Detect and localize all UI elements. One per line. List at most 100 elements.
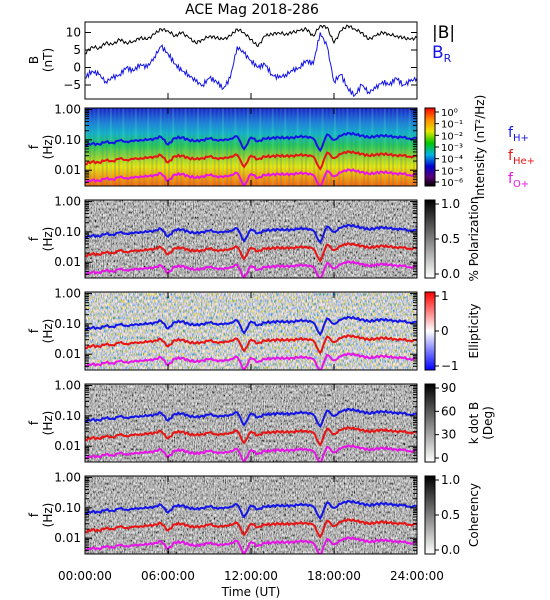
colorbar-tick-label-0: 1.0 [441,473,460,487]
colorbar-tick-label-2: 30 [441,428,456,442]
legend-f-oplus: fO+ [508,171,529,190]
legend-f-hplus-main: f [508,125,514,141]
intensity-streak-72 [383,108,386,186]
gyro-line-hplus [85,223,417,245]
intensity-streak-48 [284,108,287,186]
y-tick-label-2: 1.00 [54,195,81,209]
intensity-streak-24 [184,108,187,186]
gyro-line-heplus [85,426,417,447]
intensity-streak-69 [371,108,374,186]
y-tick-label-1: 0.10 [54,409,81,423]
intensity-streak-6 [109,108,112,186]
species-legend: fH+ fHe+ fO+ [508,125,535,190]
legend-f-heplus-main: f [508,148,514,164]
colorbar-tick-label-3: 10⁻³ [441,143,463,154]
intensity-streak-18 [159,108,162,186]
spectrogram-3 [85,384,417,462]
colorbar-tick-label-0: 1.0 [441,197,460,211]
spectrogram-0 [85,108,417,186]
panel-ylabel-bottom: (Hz) [41,227,55,252]
panel-ylabel-top: f [27,420,41,425]
panel-ylabel-bottom: (Hz) [41,135,55,160]
colorbar-gradient [424,107,436,187]
intensity-streak-26 [192,108,195,186]
b-y-tick-label-1: 0 [73,61,81,75]
colorbar-tick-label-2: 0.0 [441,543,460,557]
colorbar-tick-label-0: 10⁰ [441,108,458,119]
panel-k-dot-b: 0.01 0.10 1.00 f (Hz) 90 60 30 0 k dot B (Deg) [27,379,495,465]
intensity-streak-61 [338,108,341,186]
intensity-streak-27 [197,108,200,186]
series-line-b-r [85,32,417,97]
panel-coherency: 0.01 0.10 1.00 f (Hz) 1.0 0.5 0.0 Coherency [27,471,481,557]
colorbar-tick-label-1: 10⁻¹ [441,120,463,131]
intensity-streak-12 [134,108,137,186]
colorbar-label: Intensity (nT²/Hz) [473,95,487,200]
x-tick-label-4: 24:00:00 [390,569,444,583]
legend-b-total: |B| [432,23,455,43]
colorbar-tick-label-2: −1 [441,359,459,373]
x-axis: 00:00:00 06:00:00 12:00:00 18:00:00 24:0… [58,569,444,599]
gyro-line-hplus [85,131,417,153]
intensity-streak-25 [188,108,191,186]
legend-f-hplus-sub: H+ [513,133,529,144]
intensity-streak-21 [172,108,175,186]
intensity-streak-22 [176,108,179,186]
colorbar-tick-label-1: 0.5 [441,508,460,522]
intensity-streak-10 [126,108,129,186]
series-line-b-total [85,24,417,55]
panel-b-ylabel-top: B [27,56,41,64]
intensity-streak-46 [275,108,278,186]
intensity-streak-30 [209,108,212,186]
y-tick-label-0: 0.01 [54,347,81,361]
intensity-streak-74 [392,108,395,186]
gyro-line-heplus [85,334,417,355]
gyro-line-hplus [85,499,417,521]
gyro-line-heplus [85,518,417,539]
intensity-streak-20 [168,108,170,186]
intensity-streak-62 [342,108,345,186]
intensity-streak-63 [346,108,349,186]
colorbar-tick-label-4: 10⁻⁴ [441,155,463,166]
intensity-streak-32 [217,108,220,186]
legend-b-r-main: B [432,43,444,63]
intensity-streak-43 [263,108,266,186]
intensity-streak-3 [97,108,100,186]
y-tick-label-0: 0.01 [54,163,81,177]
spectrogram-4 [85,476,417,554]
y-tick-label-1: 0.10 [54,225,81,239]
colorbar-label: % Polarization [467,197,481,282]
gyro-line-oplus [85,444,417,462]
colorbar-label-line-1: (Deg) [481,406,495,440]
y-tick-label-0: 0.01 [54,439,81,453]
gyro-line-oplus [85,168,417,186]
colorbar-gradient [424,383,436,463]
intensity-streak-36 [234,108,237,186]
y-tick-label-0: 0.01 [54,531,81,545]
intensity-streak-2 [93,108,96,186]
colorbar-label-line-0: k dot B [467,402,481,444]
intensity-streak-73 [387,108,390,186]
panel-ylabel-bottom: (Hz) [41,319,55,344]
x-tick-label-1: 06:00:00 [141,569,195,583]
colorbar-label: Ellipticity [467,304,481,359]
spectrogram-1 [85,200,417,278]
intensity-streak-14 [143,108,146,186]
intensity-streak-60 [334,108,336,186]
intensity-streak-49 [288,108,291,186]
colorbar-gradient [424,199,436,279]
intensity-streak-5 [105,108,108,186]
gyro-line-hplus [85,315,417,337]
intensity-streak-17 [155,108,158,186]
intensity-streak-51 [296,108,299,186]
panel-ellipticity: 0.01 0.10 1.00 f (Hz) 1 0 −1 Ellipticity [27,287,481,373]
colorbar-gradient [424,291,436,371]
colorbar-tick-label-5: 10⁻⁵ [441,166,463,177]
y-tick-label-0: 0.01 [54,255,81,269]
intensity-streak-59 [329,108,332,186]
intensity-streak-54 [309,108,312,186]
legend-f-heplus: fHe+ [508,148,535,167]
legend-b-r: BR [432,43,452,65]
legend-b-r-sub: R [444,52,452,65]
